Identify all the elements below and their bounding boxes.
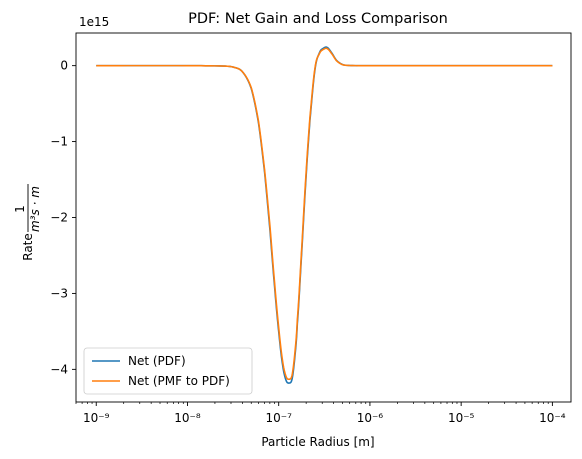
legend-entry-label: Net (PMF to PDF): [128, 374, 230, 388]
legend-box: [83, 347, 253, 395]
y-tick-label: −2: [50, 211, 68, 225]
y-tick-label: −3: [50, 286, 68, 300]
x-tick-label: 10⁻⁶: [357, 411, 384, 425]
x-tick-label: 10⁻⁸: [174, 411, 201, 425]
x-tick-label: 10⁻⁵: [448, 411, 475, 425]
x-tick-label: 10⁻⁴: [539, 411, 566, 425]
y-tick-label: 0: [60, 59, 68, 73]
chart-title: PDF: Net Gain and Loss Comparison: [188, 11, 448, 27]
y-offset-text: 1e15: [79, 15, 109, 29]
axis-ticks: 10⁻⁹ 10⁻⁸ 10⁻⁷ 10⁻⁶ 10⁻⁵ 10⁻⁴ 0 −1 −2 −3 −4: [50, 59, 565, 425]
y-axis-label: Rate 1 m³s · m: [13, 184, 42, 261]
legend: Net (PDF) Net (PMF to PDF): [83, 347, 253, 395]
series-lines: [96, 46, 553, 384]
y-axis-label-prefix: Rate: [21, 233, 35, 261]
y-tick-label: −4: [50, 362, 68, 376]
legend-entry-label: Net (PDF): [128, 354, 186, 368]
series-line-net-pdf: [96, 46, 553, 384]
x-tick-label: 10⁻⁹: [83, 411, 110, 425]
y-axis-label-denominator: m³s · m: [28, 186, 42, 232]
y-axis-label-numerator: 1: [13, 205, 27, 213]
x-tick-label: 10⁻⁷: [265, 411, 292, 425]
y-tick-label: −1: [50, 135, 68, 149]
plot-frame: [75, 32, 572, 403]
series-line-net-pmf-to-pdf: [96, 47, 553, 381]
x-axis-label: Particle Radius [m]: [261, 435, 374, 449]
